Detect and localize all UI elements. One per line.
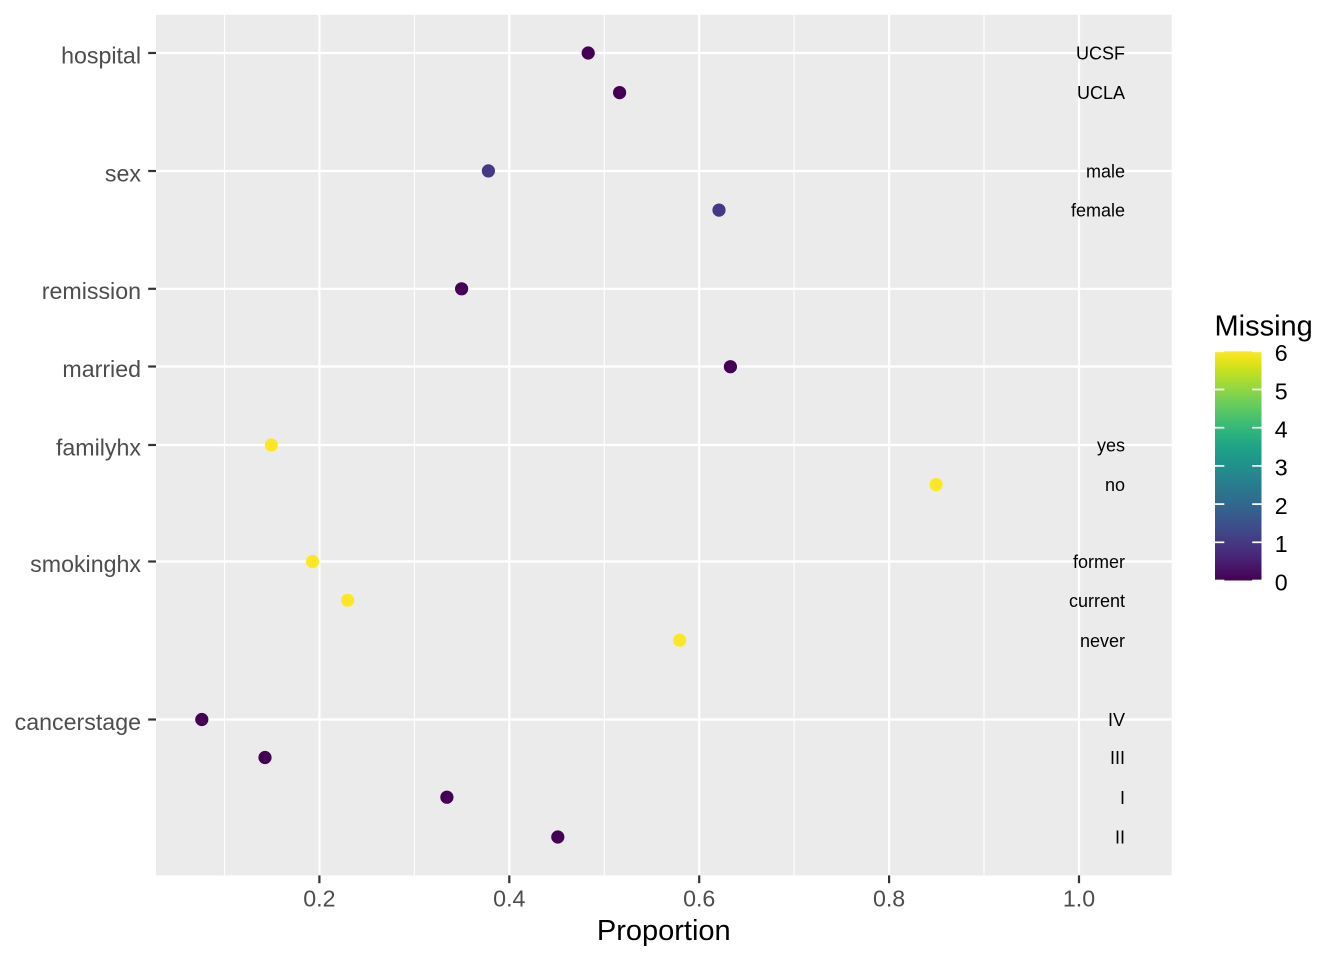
svg-text:yes: yes xyxy=(1097,436,1125,456)
svg-text:male: male xyxy=(1086,162,1125,182)
svg-text:0.8: 0.8 xyxy=(873,886,905,912)
svg-text:0.2: 0.2 xyxy=(303,886,335,912)
svg-text:UCSF: UCSF xyxy=(1076,44,1125,64)
svg-text:0.6: 0.6 xyxy=(683,886,715,912)
svg-text:smokinghx: smokinghx xyxy=(30,551,141,577)
svg-text:5: 5 xyxy=(1275,378,1288,404)
svg-text:familyhx: familyhx xyxy=(56,434,141,460)
svg-text:hospital: hospital xyxy=(61,42,141,68)
svg-text:married: married xyxy=(62,356,141,382)
svg-text:0.4: 0.4 xyxy=(493,886,525,912)
svg-text:cancerstage: cancerstage xyxy=(15,709,141,735)
svg-text:remission: remission xyxy=(42,278,141,304)
svg-text:Missing: Missing xyxy=(1215,310,1313,342)
svg-text:former: former xyxy=(1073,552,1125,572)
svg-text:current: current xyxy=(1069,591,1125,611)
svg-text:0: 0 xyxy=(1275,569,1288,595)
svg-text:I: I xyxy=(1120,788,1125,808)
svg-text:no: no xyxy=(1105,475,1125,495)
svg-text:II: II xyxy=(1115,828,1125,848)
svg-text:III: III xyxy=(1110,748,1125,768)
svg-text:3: 3 xyxy=(1275,455,1288,481)
svg-text:female: female xyxy=(1071,201,1125,221)
svg-text:never: never xyxy=(1080,631,1125,651)
svg-text:1.0: 1.0 xyxy=(1063,886,1095,912)
svg-text:4: 4 xyxy=(1275,417,1288,443)
svg-text:IV: IV xyxy=(1108,710,1125,730)
svg-text:1: 1 xyxy=(1275,531,1288,557)
svg-text:Proportion: Proportion xyxy=(597,915,731,947)
svg-text:2: 2 xyxy=(1275,493,1288,519)
svg-text:sex: sex xyxy=(105,160,141,186)
svg-text:6: 6 xyxy=(1275,340,1288,366)
svg-text:UCLA: UCLA xyxy=(1077,83,1125,103)
